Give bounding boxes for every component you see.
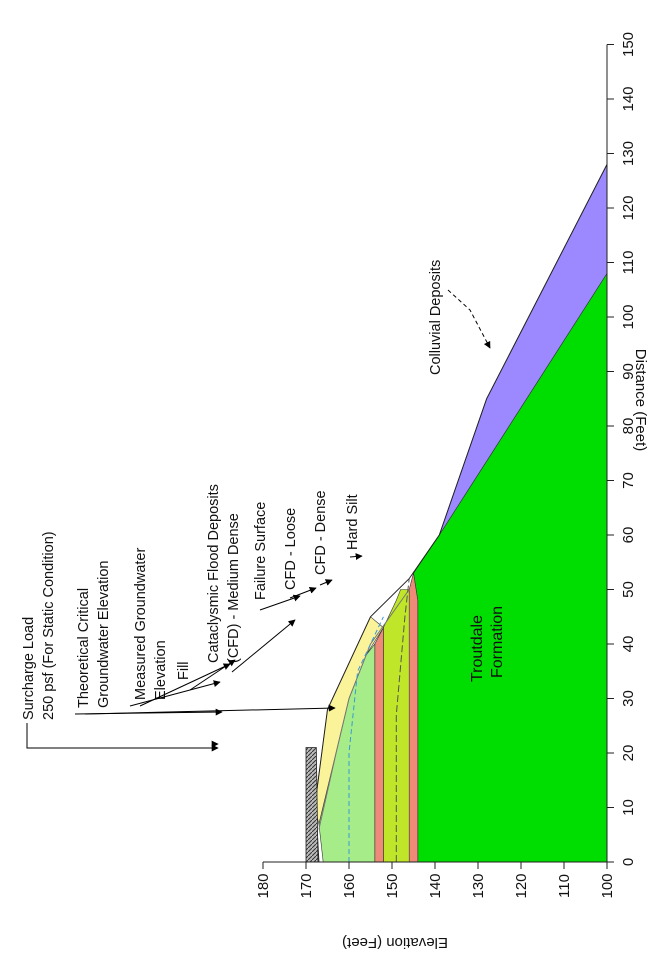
distance-tick-label: 40 [620,636,637,653]
distance-tick-label: 70 [620,472,637,489]
label-fill: Fill [176,661,192,680]
distance-tick-label: 140 [620,86,637,111]
theoretical-groundwater-line [395,578,410,862]
label-cfd-loose: CFD - Loose [283,508,299,590]
label-cfd-dense: CFD - Dense [313,490,329,575]
axis-ticks: 100 110 120 130 140 150 160 170 180 0 10 20 30 40 50 60… [255,32,637,899]
cross-section-plot: 100 110 120 130 140 150 160 170 180 0 10 20 30 40 50 60… [255,32,637,899]
failure-surface-line [318,589,410,830]
elevation-tick-label: 110 [556,874,573,898]
distance-tick-label: 100 [620,304,637,329]
arrow-failure [259,594,301,611]
arrow-theoretical-b [84,704,336,715]
distance-tick-label: 90 [620,363,637,380]
distance-tick-label: 60 [620,527,637,544]
x-axis-title: Distance (Feet) [632,349,649,452]
label-surcharge-2: 250 psf (For Static Condition) [41,531,57,720]
label-troutdale-2: Formation [489,606,506,678]
elevation-tick-label: 160 [341,873,358,898]
distance-tick-label: 0 [620,858,637,866]
elevation-tick-label: 130 [470,873,487,898]
distance-tick-label: 130 [620,141,637,166]
layer-labels: Surcharge Load 250 psf (For Static Condi… [21,260,506,720]
elevation-tick-label: 150 [384,873,401,898]
arrow-surcharge-b [211,740,219,748]
label-measured-1: Measured Groundwater [133,548,149,700]
elevation-tick-label: 180 [255,873,272,898]
label-cfd-medium-1: Cataclysmic Flood Deposits [206,484,222,663]
label-theoretical-1: Theoretical Critical [76,588,92,708]
distance-tick-label: 50 [620,581,637,598]
distance-tick-label: 80 [620,418,637,435]
arrow-measured-b [139,663,231,707]
arrow-colluvial [447,289,491,349]
distance-tick-label: 150 [620,32,637,57]
arrow-cfd-dense [319,579,333,586]
arrow-fill [189,659,236,691]
hard-silt-layer [408,573,419,863]
label-theoretical-2: Groundwater Elevation [96,561,112,709]
label-surcharge-1: Surcharge Load [21,617,37,720]
distance-tick-label: 120 [620,195,637,220]
label-measured-2: Elevation [153,640,169,700]
distance-tick-label: 10 [620,799,637,816]
y-axis-title: Elevation (Feet) [342,934,448,951]
arrow-hard-silt [349,553,363,561]
elevation-tick-label: 120 [513,873,530,898]
arrow-cfd-loose [289,586,317,599]
cfd-loose-layer [374,627,384,863]
label-troutdale-1: Troutdale [469,615,486,682]
distance-tick-label: 110 [620,251,637,275]
elevation-tick-label: 100 [599,873,616,898]
distance-tick-label: 20 [620,745,637,762]
elevation-tick-label: 170 [298,873,315,898]
label-failure-surface: Failure Surface [253,502,269,600]
leader-arrows [26,289,491,752]
label-cfd-medium-2: (CFD) - Medium Dense [226,513,242,663]
arrow-measured-a [129,680,221,707]
label-colluvial: Colluvial Deposits [428,260,444,375]
label-hard-silt: Hard Silt [345,494,361,550]
arrow-cfd-medium [231,619,296,673]
arrow-surcharge-a [26,723,219,752]
elevation-tick-label: 140 [427,873,444,898]
surcharge-load-strip [305,747,319,863]
distance-tick-label: 30 [620,690,637,707]
